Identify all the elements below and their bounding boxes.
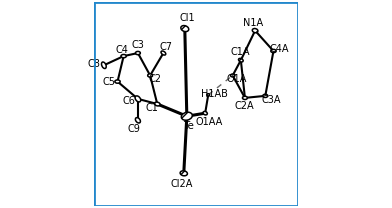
Ellipse shape <box>135 118 140 123</box>
Ellipse shape <box>121 54 126 58</box>
Text: N1A: N1A <box>243 18 263 28</box>
Ellipse shape <box>154 102 160 106</box>
Text: C4A: C4A <box>270 44 289 54</box>
Ellipse shape <box>135 96 141 102</box>
Text: Te: Te <box>183 121 194 131</box>
Ellipse shape <box>115 80 120 83</box>
Ellipse shape <box>252 28 258 33</box>
Ellipse shape <box>203 111 207 115</box>
Text: C2A: C2A <box>234 101 254 111</box>
Text: C1A: C1A <box>230 47 250 57</box>
Text: H1AB: H1AB <box>201 89 228 99</box>
Ellipse shape <box>161 51 166 55</box>
Text: Cl1: Cl1 <box>180 13 195 23</box>
Text: C3A: C3A <box>262 95 281 105</box>
Ellipse shape <box>136 51 140 55</box>
Ellipse shape <box>238 58 243 62</box>
Ellipse shape <box>148 74 152 77</box>
Ellipse shape <box>230 74 235 77</box>
Text: C5: C5 <box>102 77 115 87</box>
Text: C8: C8 <box>87 59 100 69</box>
Text: O1AA: O1AA <box>195 117 223 127</box>
Text: O1A: O1A <box>227 74 247 84</box>
Ellipse shape <box>271 49 276 53</box>
Ellipse shape <box>263 94 268 98</box>
Ellipse shape <box>207 94 210 96</box>
Text: C3: C3 <box>132 40 145 50</box>
Ellipse shape <box>181 112 192 120</box>
Ellipse shape <box>102 62 106 68</box>
Text: C1: C1 <box>145 103 158 113</box>
Text: C2: C2 <box>148 74 161 84</box>
Text: C9: C9 <box>128 124 141 134</box>
Text: C6: C6 <box>122 95 135 105</box>
Ellipse shape <box>180 171 187 176</box>
Ellipse shape <box>181 26 189 32</box>
Ellipse shape <box>243 96 247 99</box>
Text: C4: C4 <box>115 45 128 54</box>
Text: C7: C7 <box>159 42 172 52</box>
Text: Cl2A: Cl2A <box>171 179 193 189</box>
